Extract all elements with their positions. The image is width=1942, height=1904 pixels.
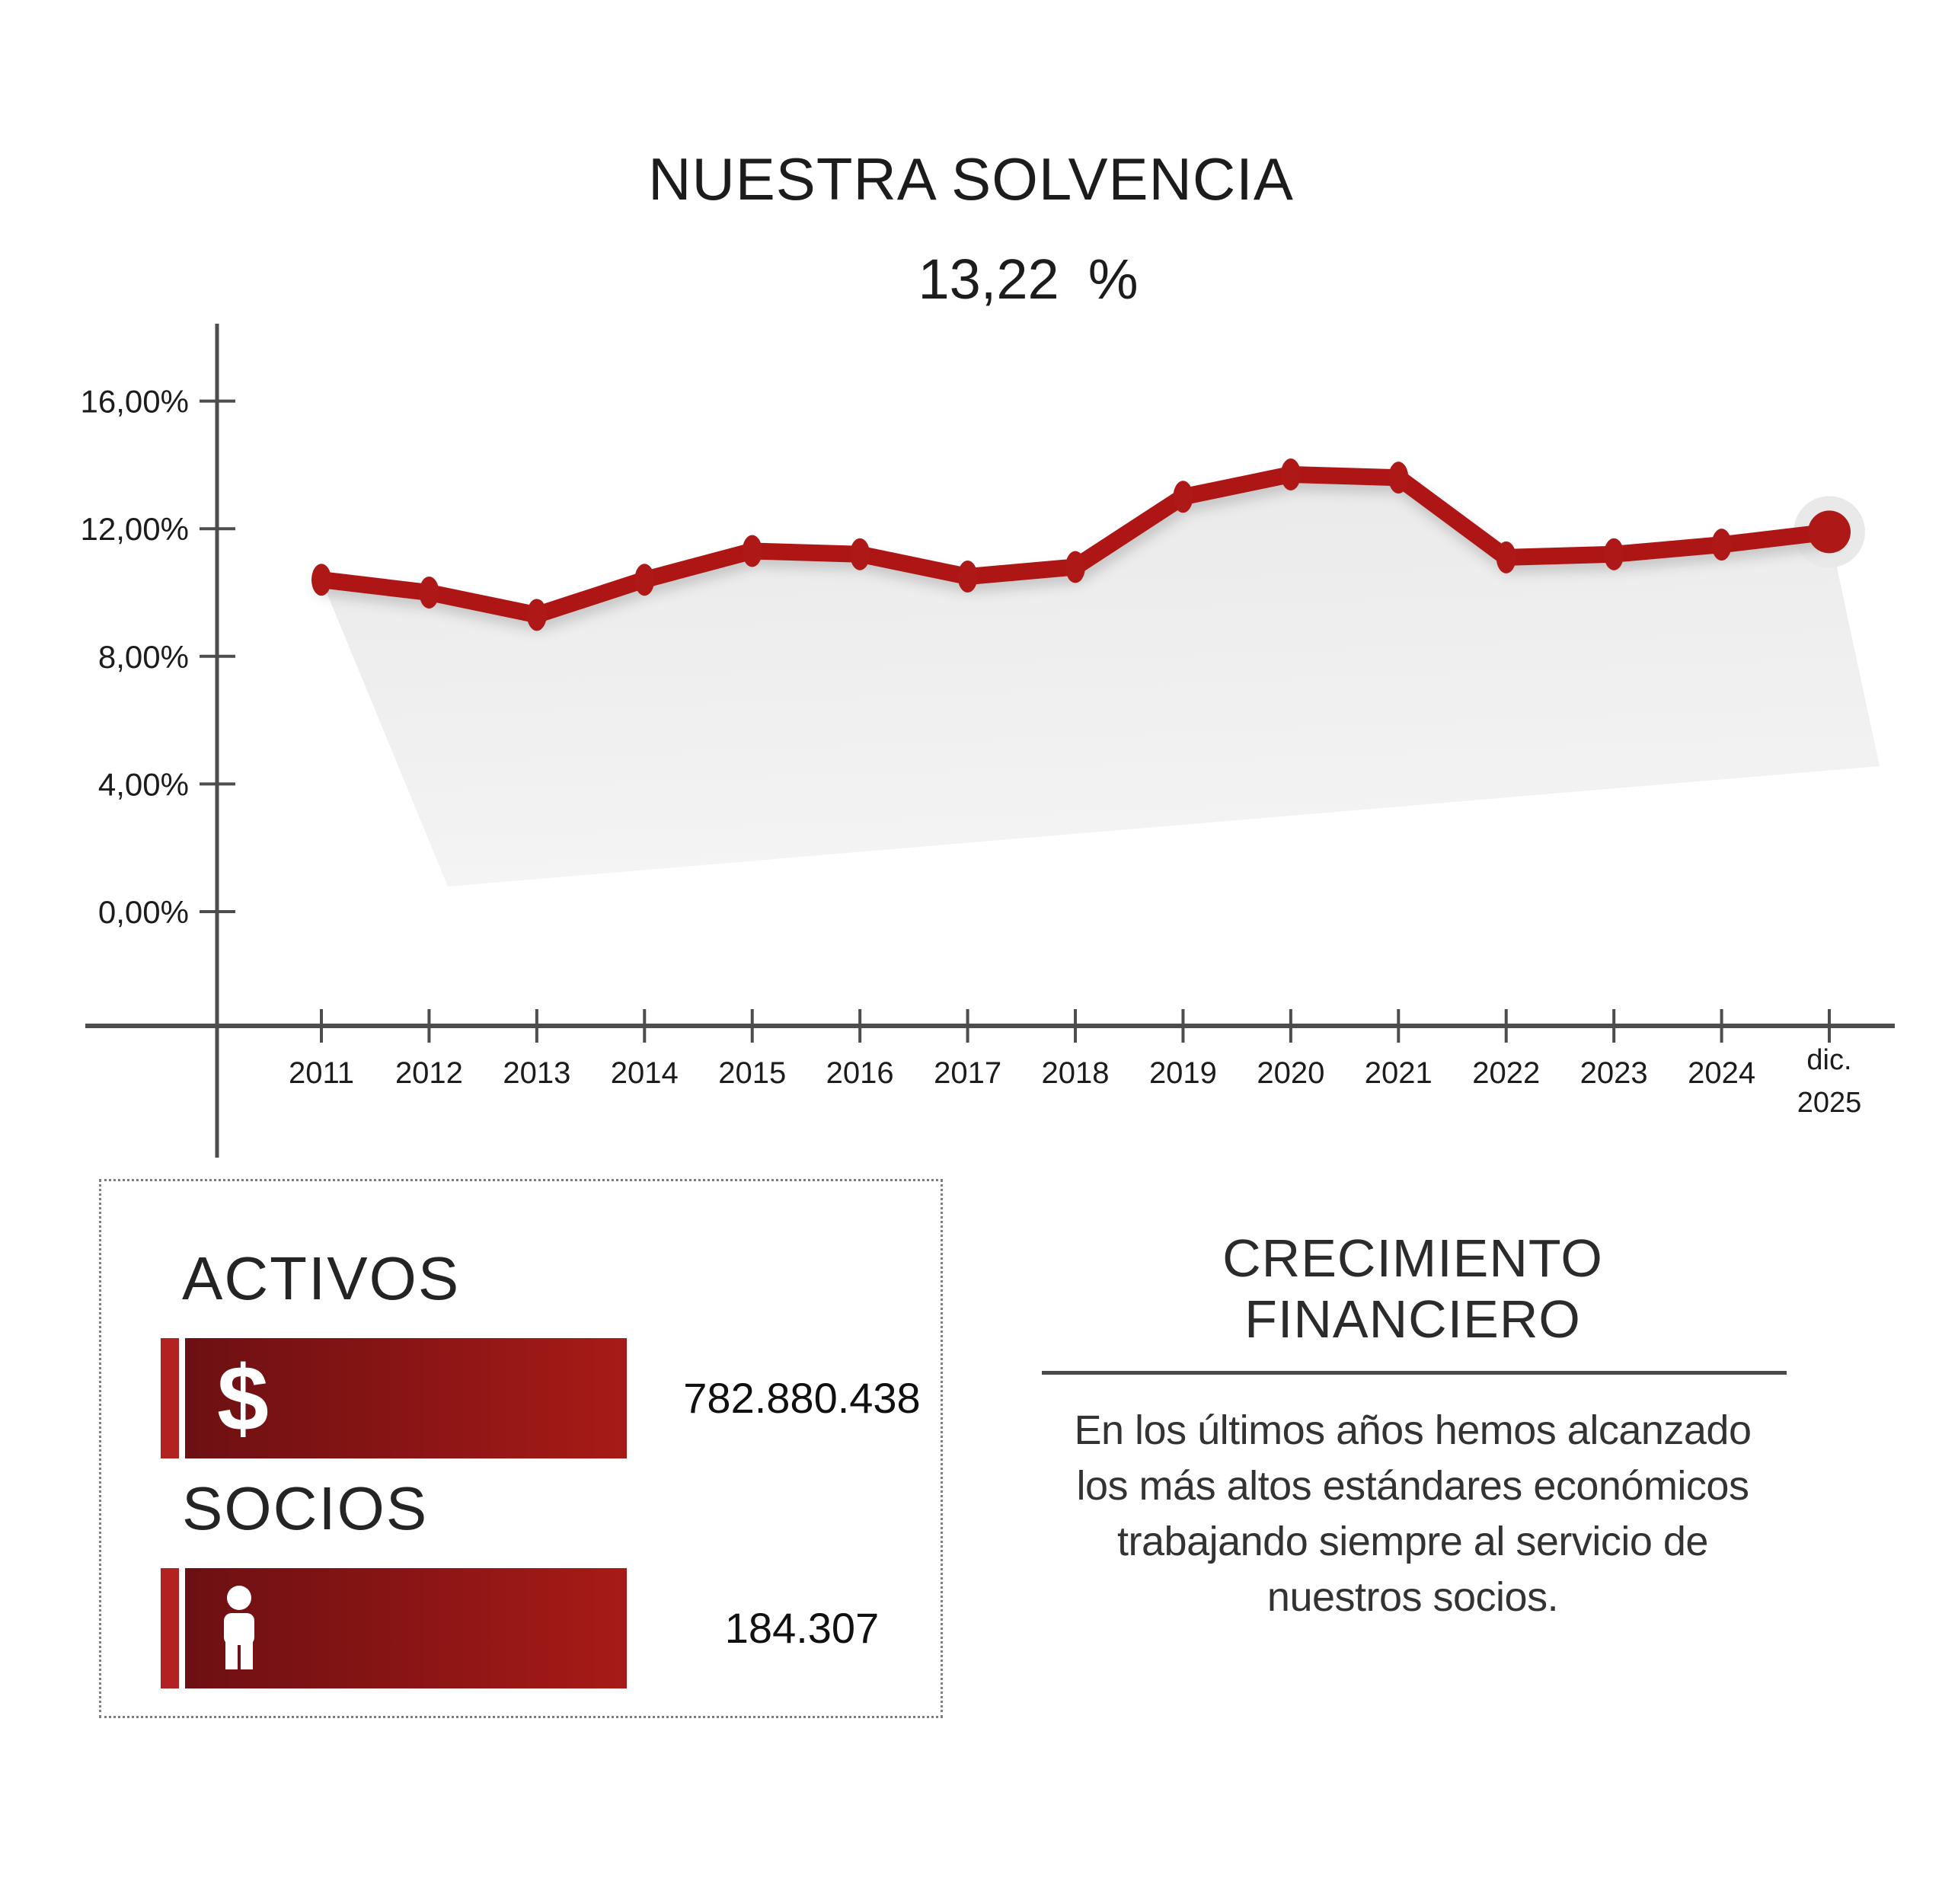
area-shade <box>321 474 1880 887</box>
socios-value: 184.307 <box>724 1604 880 1652</box>
data-point <box>1496 541 1516 573</box>
x-tick-label: 2020 <box>1257 1056 1324 1090</box>
headline-number: 13,22 <box>918 248 1059 311</box>
x-tick-label: dic. <box>1806 1044 1851 1076</box>
y-tick-label: 12,00% <box>81 511 189 547</box>
metrics-panel: ACTIVOS $ 782.880.438 SOCIOS 184.307 <box>99 1179 943 1718</box>
growth-paragraph-line: trabajando siempre al servicio de <box>1117 1519 1708 1564</box>
data-point <box>1280 458 1301 490</box>
activos-value: 782.880.438 <box>683 1374 921 1422</box>
activos-bar-stripe <box>161 1338 179 1458</box>
x-tick-label: 2015 <box>718 1056 786 1090</box>
y-tick-label: 0,00% <box>98 894 189 930</box>
data-point <box>1065 551 1086 583</box>
growth-title-line2: FINANCIERO <box>1244 1289 1581 1349</box>
dollar-icon: $ <box>217 1347 269 1450</box>
last-data-point <box>1808 510 1851 554</box>
activos-bar: $ <box>185 1338 627 1458</box>
x-tick-label: 2019 <box>1149 1056 1217 1090</box>
y-tick-label: 8,00% <box>98 639 189 675</box>
headline-unit: % <box>1088 248 1139 311</box>
data-point <box>526 599 547 631</box>
growth-title: CRECIMIENTO FINANCIERO <box>990 1228 1835 1350</box>
growth-paragraph: En los últimos años hemos alcanzado los … <box>986 1403 1839 1625</box>
x-tick-label: 2018 <box>1042 1056 1110 1090</box>
data-point <box>1173 481 1193 513</box>
x-tick-label: 2022 <box>1472 1056 1540 1090</box>
data-point <box>634 564 655 596</box>
growth-divider <box>1042 1371 1787 1375</box>
socios-label: SOCIOS <box>182 1474 429 1542</box>
x-tick-label: 2025 <box>1797 1087 1862 1119</box>
data-point <box>1711 529 1732 561</box>
data-point <box>1604 538 1624 570</box>
data-point <box>957 561 978 593</box>
x-tick-label: 2014 <box>611 1056 679 1090</box>
person-icon <box>224 1586 254 1669</box>
x-tick-label: 2016 <box>826 1056 894 1090</box>
growth-title-line1: CRECIMIENTO <box>1222 1228 1603 1288</box>
data-point <box>1388 462 1409 494</box>
x-tick-label: 2013 <box>503 1056 570 1090</box>
data-point <box>742 535 762 567</box>
solvency-line-chart: 16,00% 12,00% 8,00% 4,00% 0,00% 2011 2012 2013 2… <box>81 324 1895 1158</box>
y-tick-label: 4,00% <box>98 766 189 802</box>
x-tick-label: 2023 <box>1580 1056 1648 1090</box>
data-point <box>311 564 331 596</box>
x-tick-label: 2017 <box>934 1056 1001 1090</box>
x-tick-label: 2021 <box>1365 1056 1433 1090</box>
headline-value: 13,22% <box>0 251 1942 308</box>
page-title: NUESTRA SOLVENCIA <box>648 145 1294 212</box>
data-point <box>419 577 439 609</box>
x-tick-label: 2012 <box>395 1056 463 1090</box>
x-tick-label: 2011 <box>289 1056 354 1090</box>
activos-label: ACTIVOS <box>182 1244 461 1312</box>
y-tick-label: 16,00% <box>81 384 189 420</box>
growth-paragraph-line: los más altos estándares económicos <box>1076 1463 1749 1509</box>
growth-paragraph-line: nuestros socios. <box>1266 1574 1559 1620</box>
socios-bar <box>185 1568 627 1688</box>
data-point <box>850 538 870 570</box>
x-tick-label: 2024 <box>1688 1056 1755 1090</box>
socios-bar-stripe <box>161 1568 179 1688</box>
growth-paragraph-line: En los últimos años hemos alcanzado <box>1074 1407 1752 1453</box>
